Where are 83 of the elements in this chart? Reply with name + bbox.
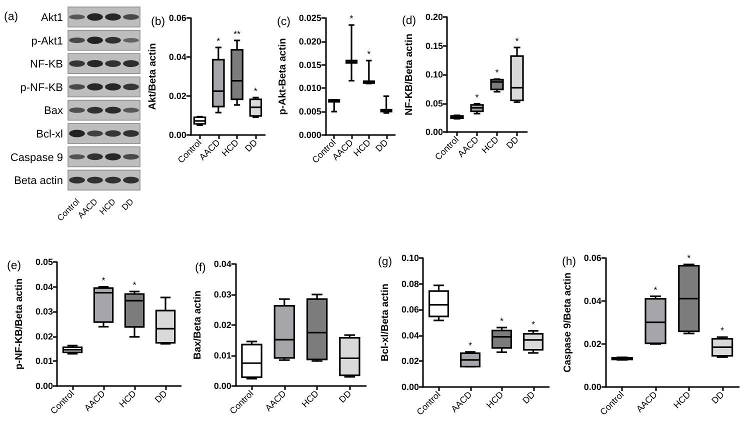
y-tick-label: 0.08 — [401, 278, 419, 289]
y-tick-label: 0.10 — [401, 253, 419, 263]
y-axis-title: Akt/Beta actin — [148, 43, 158, 110]
text: (a) — [4, 11, 18, 23]
y-tick-label: 0.06 — [584, 253, 602, 263]
y-tick-label: 0.03 — [35, 306, 53, 317]
y-tick-label: 0.00 — [401, 382, 419, 392]
y-tick-label: 0.02 — [35, 331, 53, 342]
y-tick-label: 0.05 — [425, 98, 443, 108]
x-tick-label: DD — [152, 388, 170, 405]
y-tick-label: 0.04 — [584, 296, 602, 306]
y-tick-label: 0.005 — [298, 106, 322, 117]
y-tick-label: 0.03 — [214, 290, 232, 300]
category-label: DD — [120, 196, 136, 212]
annotation: * — [475, 92, 480, 102]
y-tick-label: 0.00 — [168, 130, 186, 140]
chart-title: (h) — [562, 256, 576, 268]
y-tick-label: 0.04 — [214, 259, 232, 269]
chart-title: (b) — [151, 16, 166, 28]
category-label: p-Akt1 — [31, 35, 63, 48]
y-tick-label: 0.02 — [584, 339, 602, 349]
y-tick-label: 0.04 — [35, 282, 53, 292]
annotation: * — [495, 68, 500, 78]
category-label: Caspase 9 — [10, 152, 63, 164]
y-tick-label: 0.04 — [401, 330, 419, 340]
y-tick-label: 0.06 — [401, 304, 419, 315]
x-tick-label: DD — [374, 137, 390, 154]
annotation: * — [102, 275, 106, 286]
y-tick-label: 0.05 — [35, 257, 53, 267]
category-label: p-NF-KB — [20, 82, 63, 94]
y-tick-label: 0.00 — [425, 127, 443, 137]
x-tick-label: DD — [710, 389, 726, 406]
y-tick-label: 0.010 — [298, 83, 322, 94]
y-tick-label: 0.06 — [168, 13, 186, 23]
annotation: * — [468, 340, 472, 350]
y-tick-label: 0.02 — [401, 356, 419, 366]
annotation: * — [350, 14, 354, 24]
annotation: * — [531, 319, 536, 330]
category-label: Bcl-xl — [36, 128, 63, 140]
y-tick-label: 0.00 — [214, 381, 232, 391]
chart-title: (f) — [195, 262, 206, 274]
annotation: * — [654, 284, 658, 295]
annotation: * — [367, 49, 372, 60]
y-tick-label: 0.04 — [168, 52, 186, 62]
y-tick-label: 0.015 — [298, 60, 322, 70]
category-label: Beta actin — [14, 175, 63, 188]
annotation: * — [687, 252, 692, 263]
y-axis-title: Bax/Beta actin — [192, 290, 204, 360]
y-tick-label: 0.01 — [214, 350, 232, 360]
chart-title: (g) — [378, 256, 392, 268]
category-label: Akt1 — [40, 12, 63, 24]
y-tick-label: 0.02 — [168, 91, 186, 101]
chart-title: (d) — [402, 15, 416, 27]
annotation: * — [720, 326, 725, 336]
y-tick-label: 0.000 — [298, 130, 322, 140]
category-label: Bax — [44, 105, 63, 118]
chart-title: (e) — [7, 260, 22, 272]
y-axis-title: p-NF-KB/Beta actin — [14, 278, 26, 370]
y-tick-label: 0.10 — [425, 70, 443, 80]
x-tick-label: DD — [242, 137, 260, 154]
chart-title: (c) — [277, 16, 291, 28]
y-axis-title: Bcl-xl/Beta actin — [380, 284, 392, 362]
category-label: NF-KB — [30, 58, 63, 71]
y-axis-title: NF-KB/Beta actin — [404, 34, 416, 116]
y-tick-label: 0.15 — [425, 40, 443, 51]
annotation: * — [132, 280, 137, 290]
y-tick-label: 0.01 — [35, 356, 53, 366]
annotation: * — [254, 86, 258, 96]
y-tick-label: 0.02 — [214, 320, 232, 330]
annotation: * — [500, 316, 504, 326]
annotation: * — [216, 36, 221, 46]
y-tick-label: 0.025 — [298, 13, 322, 23]
y-tick-label: 0.00 — [35, 381, 53, 391]
y-axis-title: Caspase 9/Beta actin — [562, 272, 574, 373]
y-tick-label: 0.020 — [298, 36, 322, 46]
y-axis-title: p-Akt-Beta actin — [278, 38, 288, 115]
y-tick-label: 0.00 — [584, 382, 602, 392]
x-tick-label: DD — [504, 134, 521, 151]
x-tick-label: DD — [336, 388, 354, 405]
x-tick-label: DD — [520, 389, 538, 406]
annotation: ** — [234, 28, 242, 39]
annotation: * — [515, 36, 520, 46]
y-tick-label: 0.20 — [425, 12, 443, 22]
